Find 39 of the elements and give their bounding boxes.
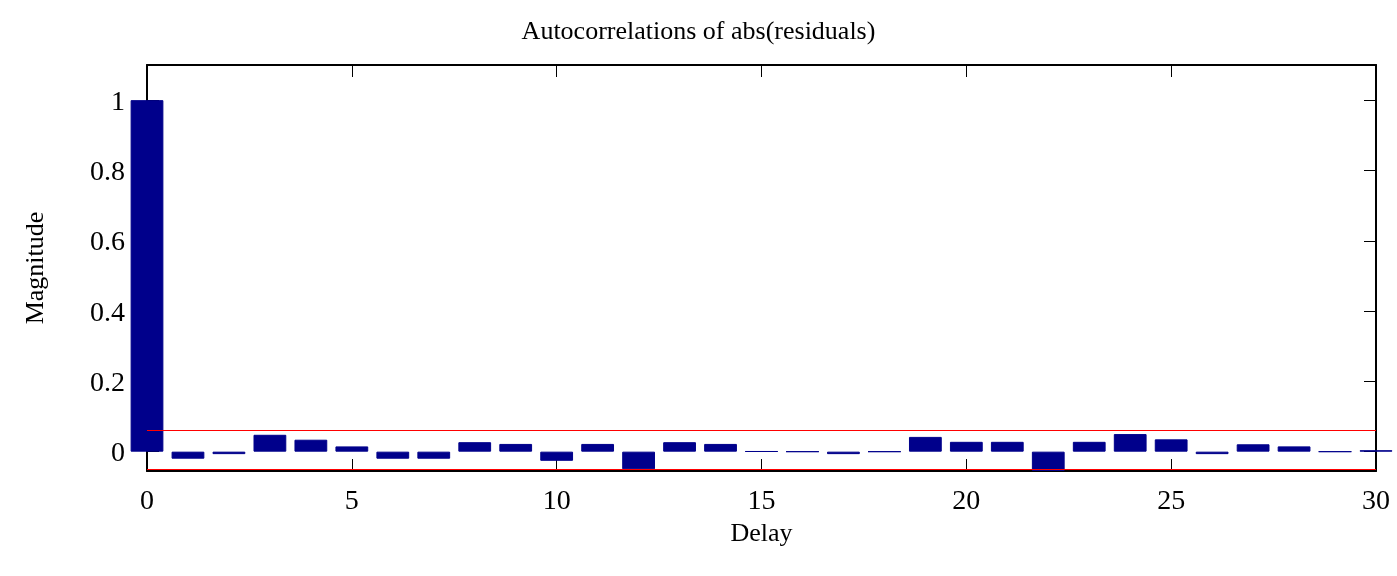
- y-tick-label: 0.6: [90, 225, 125, 257]
- bar: [294, 439, 328, 452]
- x-tick-label: 25: [1157, 483, 1186, 515]
- x-tick-label: 30: [1362, 483, 1390, 515]
- bar: [622, 451, 655, 470]
- bar: [376, 451, 410, 459]
- bar: [908, 436, 942, 452]
- x-tick-label: 5: [344, 483, 359, 515]
- bar: [540, 451, 574, 461]
- bar: [171, 451, 205, 459]
- bar: [335, 446, 369, 452]
- bar: [1154, 439, 1188, 452]
- chart-title: Autocorrelations of abs(residuals): [521, 15, 876, 45]
- bar: [949, 441, 983, 452]
- bar: [1277, 446, 1311, 452]
- bar: [1236, 444, 1270, 452]
- bar: [581, 443, 615, 452]
- y-tick-label: 0.4: [90, 295, 125, 327]
- x-tick-label: 15: [747, 483, 776, 515]
- bar: [417, 451, 451, 459]
- bar: [253, 434, 287, 452]
- bar: [499, 443, 533, 452]
- x-tick-label: 0: [140, 483, 154, 515]
- bar: [704, 443, 737, 452]
- y-tick-label: 1: [111, 84, 125, 116]
- bar: [1031, 451, 1065, 471]
- bar: [1113, 434, 1147, 452]
- x-axis-title: Delay: [730, 517, 793, 547]
- y-tick-label: 0: [111, 436, 125, 468]
- bar: [990, 441, 1024, 452]
- y-tick-label: 0.8: [90, 154, 125, 186]
- bar: [1072, 441, 1106, 452]
- y-tick-label: 0.2: [90, 365, 125, 397]
- bar: [663, 442, 696, 452]
- y-axis-title: Magnitude: [19, 211, 49, 325]
- bar: [458, 442, 492, 452]
- x-tick-label: 20: [952, 483, 981, 515]
- bar: [130, 100, 164, 452]
- x-tick-label: 10: [542, 483, 571, 515]
